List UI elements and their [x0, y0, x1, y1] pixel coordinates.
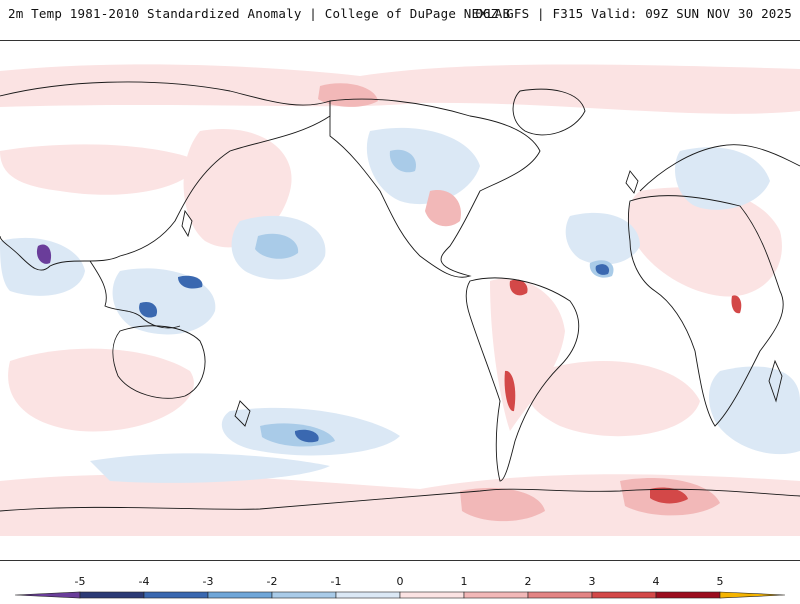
anomaly-atlantic-cold: [595, 264, 610, 275]
anomaly-usa-warm: [425, 190, 461, 227]
anomaly-southatlantic-warm: [526, 361, 700, 437]
colorbar-bin: [143, 591, 209, 599]
anomaly-eastafrica-hot: [731, 295, 742, 314]
anomaly-southpacific-warm: [8, 348, 194, 432]
colorbar-tick-label: -1: [331, 575, 342, 588]
anomaly-arctic-warm: [0, 64, 800, 114]
colorbar-bin: [527, 591, 593, 599]
anomaly-indonesia-cold: [139, 301, 158, 318]
colorbar-legend: -5 -4 -3 -2 -1 0 1 2 3 4 5: [0, 570, 800, 600]
colorbar-tick-label: 4: [653, 575, 660, 588]
map-title: 2m Temp 1981-2010 Standardized Anomaly |…: [8, 6, 511, 21]
anomaly-westpac-cool: [112, 268, 216, 335]
coast-north-america: [329, 98, 541, 278]
anomaly-canada-cool: [389, 149, 416, 173]
coast-madagascar: [768, 359, 783, 403]
coast-europe: [639, 144, 800, 192]
anomaly-atlantic-cool: [565, 212, 640, 265]
coast-southeast-asia: [89, 260, 181, 329]
anomaly-indian-cool: [0, 237, 85, 296]
colorbar-tick-label: -4: [139, 575, 150, 588]
coast-japan: [181, 209, 193, 238]
coast-new-zealand: [234, 400, 251, 427]
coast-antarctica: [0, 488, 800, 512]
anomaly-antarctic-warm: [0, 474, 800, 536]
colorbar-tick-label: 1: [461, 575, 468, 588]
colorbar-below-triangle: [14, 591, 81, 599]
anomaly-antarctic-hot: [650, 487, 688, 504]
colorbar-bin: [271, 591, 337, 599]
anomaly-northamerica-cool: [366, 127, 480, 205]
colorbar-above-triangle: [719, 591, 786, 599]
colorbar-tick-label: 0: [397, 575, 404, 588]
model-run-info: 06Z GFS | F315 Valid: 09Z SUN NOV 30 202…: [475, 6, 792, 21]
coastlines: [0, 81, 800, 512]
anomaly-shading: [0, 64, 800, 536]
anomaly-andes-hot: [504, 370, 516, 412]
coast-south-america: [465, 277, 580, 482]
colorbar-tick-label: -5: [75, 575, 86, 588]
anomaly-asia-warm: [0, 144, 200, 195]
colorbar-bin: [79, 591, 145, 599]
colorbar-tick-label: 3: [589, 575, 596, 588]
anomaly-southpac-cold: [294, 429, 319, 443]
world-anomaly-map: [0, 40, 800, 561]
coast-greenland: [512, 88, 586, 136]
anomaly-europe-cool: [675, 147, 770, 210]
coast-africa: [628, 195, 784, 427]
anomaly-westpac-cold: [178, 275, 203, 289]
colorbar-bin: [655, 591, 721, 599]
anomaly-hawaii-cool: [255, 233, 299, 259]
colorbar-tick-label: 5: [717, 575, 724, 588]
coast-australia: [112, 325, 206, 399]
anomaly-antarctic-strong-warm: [460, 487, 545, 522]
coast-eurasia: [0, 81, 331, 271]
anomaly-india-extreme-cold: [36, 244, 52, 264]
colorbar-canvas: -5 -4 -3 -2 -1 0 1 2 3 4 5: [14, 575, 786, 599]
colorbar-bin: [207, 591, 273, 599]
map-canvas: [0, 64, 800, 536]
anomaly-africa-warm: [628, 187, 782, 297]
colorbar-bin: [335, 591, 401, 599]
colorbar-tick-label: 2: [525, 575, 532, 588]
colorbar-bin: [591, 591, 657, 599]
coast-uk: [625, 170, 639, 194]
colorbar-tick-label: -2: [267, 575, 278, 588]
anomaly-southindian-cool: [708, 366, 800, 455]
anomaly-southern-ocean-cool: [90, 453, 330, 483]
colorbar-tick-label: -3: [203, 575, 214, 588]
colorbar-bin: [463, 591, 529, 599]
colorbar-bin: [399, 591, 465, 599]
anomaly-venezuela-hot: [509, 279, 528, 296]
